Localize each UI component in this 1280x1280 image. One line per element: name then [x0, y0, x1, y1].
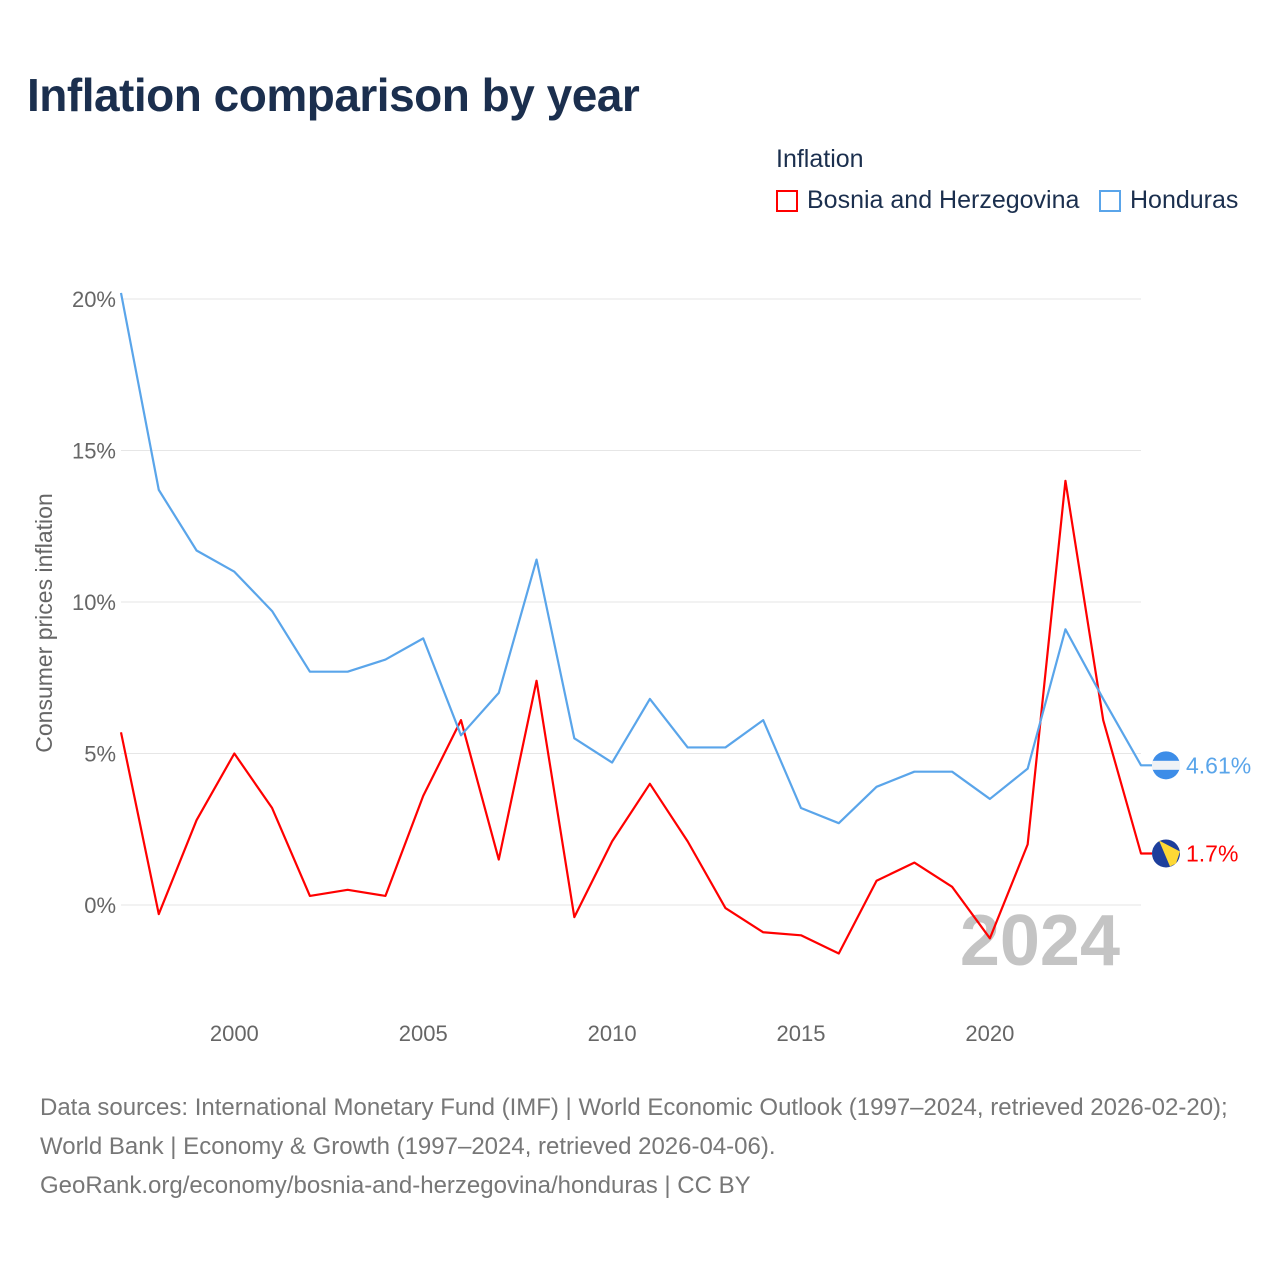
legend-item-honduras[interactable]: Honduras — [1099, 186, 1238, 215]
data-sources: Data sources: International Monetary Fun… — [40, 1094, 1228, 1160]
legend-title: Inflation — [776, 145, 864, 173]
x-tick-label: 2005 — [399, 1021, 448, 1046]
legend-label-honduras: Honduras — [1130, 186, 1239, 214]
series-line-bosnia — [119, 479, 1152, 955]
bosnia-flag-icon — [1159, 840, 1180, 867]
chart-area: 0% 5% 10% 15% 20% 2000 2005 2010 2015 2020 Consume… — [31, 287, 1251, 1046]
y-tick-label: 10% — [72, 590, 116, 615]
y-tick-label: 20% — [72, 287, 116, 312]
legend-item-bosnia[interactable]: Bosnia and Herzegovina — [776, 186, 1079, 215]
legend-label-bosnia: Bosnia and Herzegovina — [807, 186, 1080, 214]
end-value-label: 4.61% — [1186, 752, 1251, 778]
x-tick-label: 2015 — [777, 1021, 826, 1046]
series-line-honduras — [119, 292, 1152, 825]
honduras-flag-icon — [1152, 760, 1180, 770]
y-tick-label: 15% — [72, 439, 116, 464]
x-tick-label: 2010 — [588, 1021, 637, 1046]
end-value-label: 1.7% — [1186, 840, 1238, 866]
legend-swatch-bosnia — [776, 189, 798, 212]
source-link[interactable]: GeoRank.org/economy/bosnia-and-herzegovi… — [40, 1172, 751, 1199]
year-watermark: 2024 — [960, 901, 1120, 981]
legend-swatch-honduras — [1099, 189, 1121, 212]
footer: Data sources: International Monetary Fun… — [40, 1088, 1250, 1205]
x-tick-label: 2020 — [965, 1021, 1014, 1046]
y-axis-label: Consumer prices inflation — [31, 493, 57, 753]
x-tick-label: 2000 — [210, 1021, 259, 1046]
y-tick-label: 5% — [84, 742, 116, 767]
chart-title: Inflation comparison by year — [27, 69, 640, 121]
y-tick-label: 0% — [84, 893, 116, 918]
